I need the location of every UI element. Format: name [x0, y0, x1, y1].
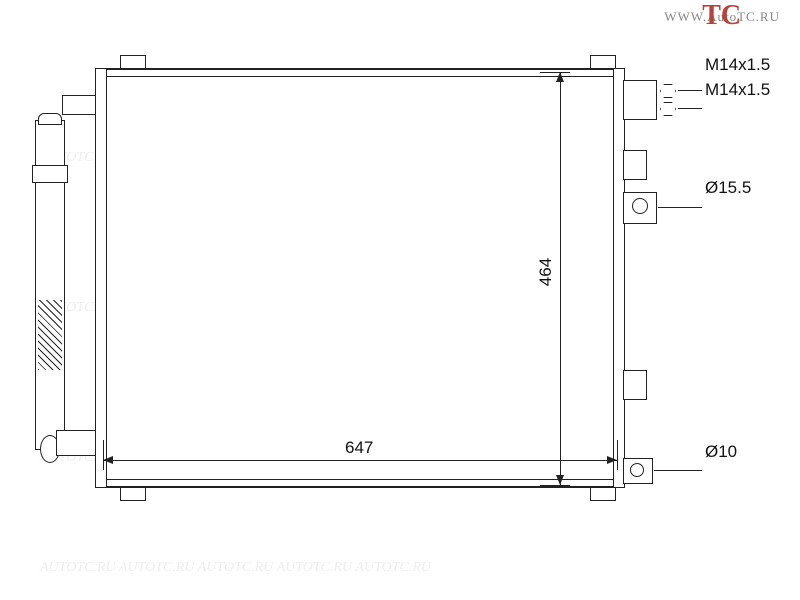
site-logo: TC WWW.AutoTC.RU [664, 8, 780, 26]
dim-h-arrow-r [607, 456, 617, 464]
tank-left [95, 68, 107, 488]
dim-h-ext-left [103, 440, 104, 470]
diagram-canvas: TC WWW.AutoTC.RU AUTOTC.RU AUTOTC.RU AUT… [0, 0, 800, 600]
tank-right [613, 68, 625, 488]
drier-hatching [38, 300, 62, 370]
dim-width-label: 647 [345, 438, 373, 458]
leader-dia2 [654, 470, 702, 471]
watermark-text: AUTOTC.RU AUTOTC.RU AUTOTC.RU AUTOTC.RU … [40, 560, 431, 576]
drier-bracket-top [62, 95, 96, 115]
thread2-label: M14x1.5 [705, 80, 770, 100]
dim-h-ext-right [617, 440, 618, 470]
dim-h-line [103, 460, 617, 461]
hex-nut-2 [660, 102, 676, 116]
leader-thread2 [678, 108, 702, 109]
drier-top-cap [38, 113, 62, 125]
dim-v-ext-top [540, 72, 570, 73]
bottom-bracket-left [120, 487, 146, 501]
dim-v-arrow-d [556, 475, 564, 485]
leader-thread1 [678, 90, 702, 91]
top-bracket-right [590, 55, 616, 69]
dia2-label: Ø10 [705, 442, 737, 462]
fitting-mid-upper [623, 150, 647, 180]
fitting-block-top [623, 80, 657, 120]
port-155-hole [632, 198, 648, 214]
hex-nut-1 [660, 84, 676, 98]
dim-v-arrow-u [556, 72, 564, 82]
logo-mark: TC [702, 6, 741, 26]
leader-dia1 [658, 207, 702, 208]
dim-height-label: 464 [536, 258, 556, 286]
drier-pipe-bottom [56, 430, 96, 456]
dim-h-arrow-l [103, 456, 113, 464]
bottom-bracket-right [590, 487, 616, 501]
thread1-label: M14x1.5 [705, 55, 770, 75]
dia1-label: Ø15.5 [705, 178, 751, 198]
fitting-mid-lower [623, 370, 647, 400]
top-bracket-left [120, 55, 146, 69]
dim-v-line [560, 72, 561, 485]
port-10-hole [630, 463, 644, 477]
dim-v-ext-bot [540, 485, 570, 486]
drier-band [32, 165, 68, 183]
